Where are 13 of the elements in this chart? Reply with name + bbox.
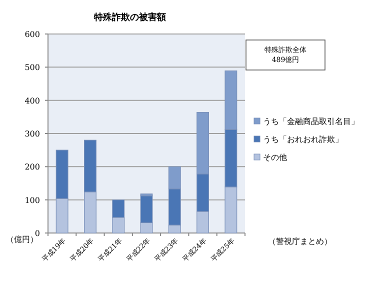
- text: （警視庁まとめ）: [268, 237, 332, 246]
- legend-label: その他: [263, 153, 287, 162]
- y-tick-label: 200: [24, 162, 40, 172]
- chart-title: 特殊詐欺の被害額: [93, 12, 166, 23]
- y-tick-label: 0: [34, 229, 40, 238]
- legend-label: うち「金融商品取引名目」: [263, 117, 359, 126]
- y-tick-label: 300: [24, 130, 40, 138]
- y-tick-label: 100: [24, 196, 40, 205]
- y-axis-title: （億円）: [6, 235, 38, 244]
- y-tick-label: 600: [24, 30, 40, 39]
- y-tick-label: 500: [24, 63, 40, 72]
- legend-label: うち「おれおれ詐欺」: [263, 135, 343, 144]
- y-tick-label: 400: [24, 96, 40, 106]
